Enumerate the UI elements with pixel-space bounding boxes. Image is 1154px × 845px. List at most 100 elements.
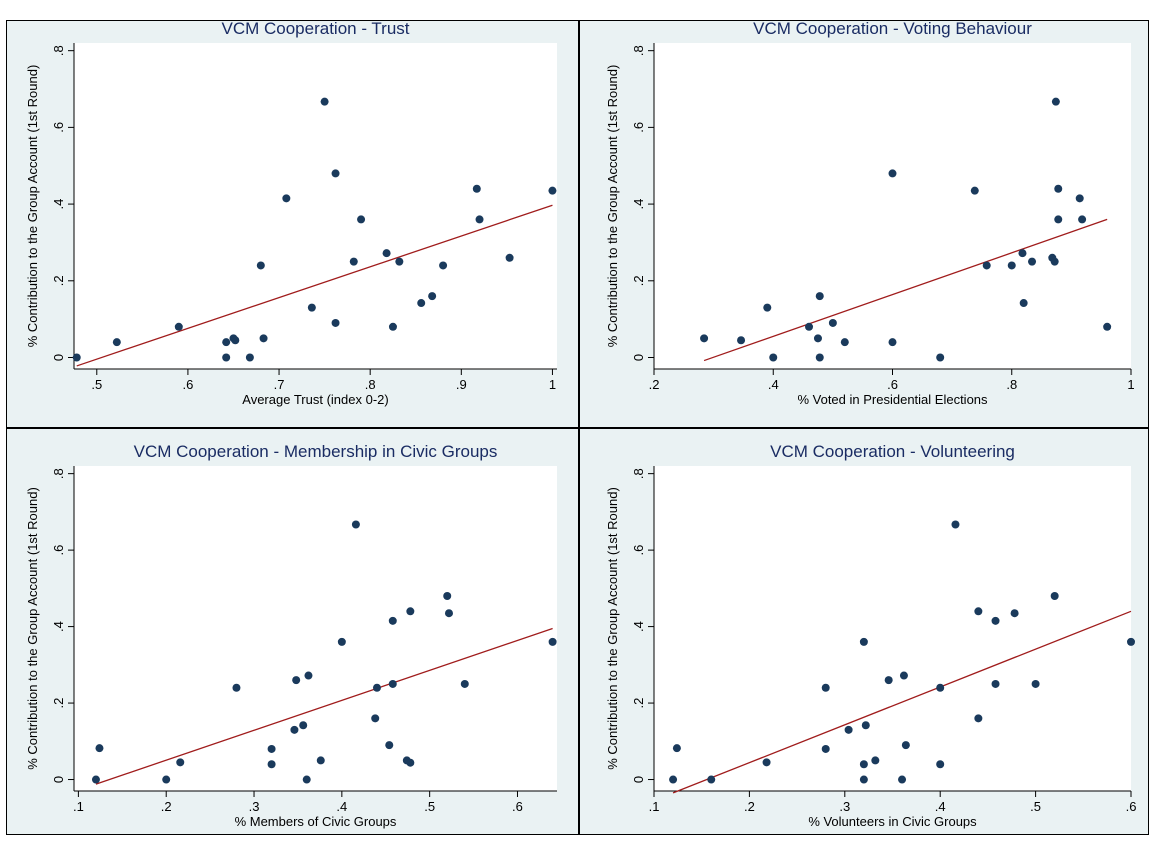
y-axis-label: % Contribution to the Group Account (1st…: [25, 65, 40, 348]
y-tick-label: .4: [631, 199, 646, 210]
data-point: [815, 353, 824, 362]
x-tick-label: .1: [73, 799, 84, 814]
data-point: [861, 721, 870, 730]
data-point: [888, 338, 897, 347]
data-point: [1127, 637, 1135, 646]
data-point: [282, 194, 291, 203]
x-tick-label: .6: [512, 799, 523, 814]
plot-area: [654, 466, 1131, 791]
data-point: [991, 679, 1000, 688]
plot-area: [74, 466, 557, 791]
data-point: [417, 299, 426, 308]
data-point: [813, 334, 822, 343]
data-point: [245, 353, 254, 362]
chart-title: VCM Cooperation - Volunteering: [770, 442, 1015, 461]
x-tick-label: 1: [1127, 377, 1134, 392]
data-point: [232, 683, 241, 692]
data-point: [840, 338, 849, 347]
data-point: [95, 744, 104, 753]
y-axis-label: % Contribution to the Group Account (1st…: [605, 487, 620, 770]
y-tick-label: 0: [51, 776, 66, 783]
x-tick-label: .3: [839, 799, 850, 814]
data-point: [1103, 322, 1112, 331]
data-point: [443, 592, 452, 600]
data-point: [349, 257, 358, 266]
data-point: [1010, 609, 1019, 618]
data-point: [222, 353, 231, 362]
data-point: [898, 775, 907, 784]
x-tick-label: .6: [887, 377, 898, 392]
y-tick-label: .4: [631, 621, 646, 632]
x-tick-label: .5: [91, 377, 102, 392]
x-tick-label: .8: [365, 377, 376, 392]
data-point: [357, 215, 366, 224]
data-point: [256, 261, 265, 270]
data-point: [395, 257, 404, 266]
chart-panel-1: VCM Cooperation - Trust .5 .6 .7 .8 .9 1 0 .2 .4.…: [6, 20, 579, 428]
data-point: [991, 616, 1000, 625]
data-point: [901, 741, 910, 750]
y-tick-label: .6: [51, 122, 66, 133]
data-point: [974, 607, 983, 616]
data-point: [821, 683, 830, 692]
x-tick-label: .2: [744, 799, 755, 814]
x-tick-label: .7: [274, 377, 285, 392]
chart-title: VCM Cooperation - Voting Behaviour: [753, 21, 1032, 38]
plot-area: [654, 43, 1131, 369]
data-point: [267, 744, 276, 753]
data-point: [406, 607, 415, 616]
data-point: [700, 334, 709, 343]
x-tick-label: .3: [249, 799, 260, 814]
data-point: [1007, 261, 1016, 270]
data-point: [707, 775, 716, 784]
data-point: [292, 676, 301, 685]
y-tick-label: .8: [51, 45, 66, 56]
y-tick-label: .2: [631, 275, 646, 286]
data-point: [884, 676, 893, 685]
y-tick-label: .4: [51, 621, 66, 632]
data-point: [1028, 257, 1037, 266]
y-tick-label: .2: [51, 698, 66, 709]
data-point: [762, 758, 771, 767]
chart-svg: VCM Cooperation - Trust .5 .6 .7 .8 .9 1 0 .2 .4.…: [25, 21, 557, 407]
data-point: [737, 336, 746, 345]
x-axis-label: Average Trust (index 0-2): [242, 392, 388, 407]
data-point: [936, 760, 945, 769]
y-tick-label: .8: [631, 45, 646, 56]
data-point: [1078, 215, 1087, 224]
y-tick-label: .6: [631, 545, 646, 556]
data-point: [859, 760, 868, 769]
data-point: [331, 318, 340, 327]
data-point: [1050, 257, 1059, 266]
x-tick-label: .5: [424, 799, 435, 814]
y-tick-label: .8: [631, 468, 646, 479]
data-point: [859, 637, 868, 646]
data-point: [1018, 249, 1027, 258]
data-point: [388, 322, 397, 331]
chart-title: VCM Cooperation - Trust: [221, 21, 409, 38]
data-point: [769, 353, 778, 362]
data-point: [72, 353, 81, 362]
data-point: [472, 184, 481, 193]
data-point: [1050, 592, 1059, 600]
y-axis-label: % Contribution to the Group Account (1st…: [605, 65, 620, 348]
data-point: [428, 292, 437, 301]
data-point: [805, 322, 814, 331]
data-point: [337, 637, 346, 646]
x-tick-label: .6: [1126, 799, 1137, 814]
fitted-line: [76, 204, 553, 367]
data-point: [974, 714, 983, 723]
data-point: [351, 520, 360, 529]
chart-panel-3: VCM Cooperation - Membership in Civic Gr…: [6, 428, 579, 835]
data-point: [388, 616, 397, 625]
data-point: [982, 261, 991, 270]
x-axis-label: % Members of Civic Groups: [235, 814, 397, 829]
data-point: [259, 334, 268, 343]
chart-svg: VCM Cooperation - Voting Behaviour .2 .4 .6…: [605, 21, 1135, 407]
data-point: [304, 671, 313, 680]
data-point: [815, 292, 824, 301]
data-point: [1054, 215, 1063, 224]
x-axis-label: % Voted in Presidential Elections: [797, 392, 988, 407]
data-point: [290, 725, 299, 734]
x-tick-label: .4: [336, 799, 347, 814]
